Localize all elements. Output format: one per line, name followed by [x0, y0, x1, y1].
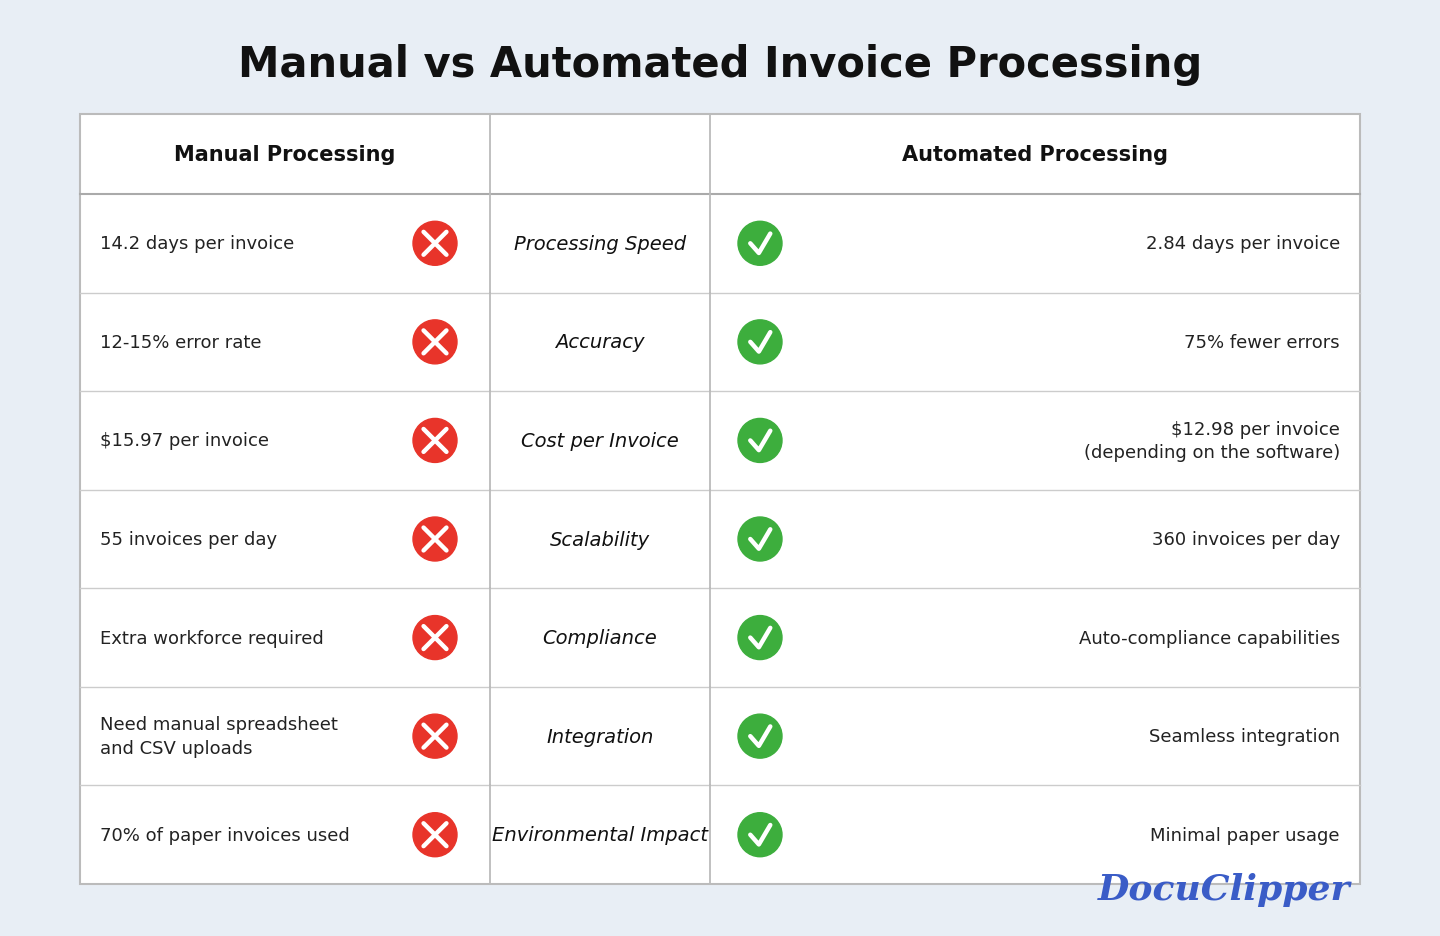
Circle shape — [413, 222, 456, 266]
Circle shape — [737, 320, 782, 364]
Text: Scalability: Scalability — [550, 530, 649, 548]
Circle shape — [737, 714, 782, 758]
Text: 14.2 days per invoice: 14.2 days per invoice — [99, 235, 294, 253]
Circle shape — [737, 518, 782, 562]
Text: Seamless integration: Seamless integration — [1149, 727, 1341, 745]
Text: Automated Processing: Automated Processing — [901, 145, 1168, 165]
Text: 2.84 days per invoice: 2.84 days per invoice — [1146, 235, 1341, 253]
Text: 360 invoices per day: 360 invoices per day — [1152, 531, 1341, 548]
Circle shape — [413, 616, 456, 660]
Text: Cost per Invoice: Cost per Invoice — [521, 431, 678, 450]
Text: Extra workforce required: Extra workforce required — [99, 629, 324, 647]
Circle shape — [413, 714, 456, 758]
Circle shape — [737, 222, 782, 266]
Text: Environmental Impact: Environmental Impact — [492, 826, 708, 844]
Circle shape — [413, 419, 456, 463]
Text: Processing Speed: Processing Speed — [514, 235, 685, 254]
Text: 70% of paper invoices used: 70% of paper invoices used — [99, 826, 350, 844]
Text: Manual Processing: Manual Processing — [174, 145, 396, 165]
Circle shape — [413, 812, 456, 856]
Text: Minimal paper usage: Minimal paper usage — [1151, 826, 1341, 844]
Text: 12-15% error rate: 12-15% error rate — [99, 333, 262, 352]
Text: DocuClipper: DocuClipper — [1097, 872, 1349, 906]
Circle shape — [413, 518, 456, 562]
Text: Auto-compliance capabilities: Auto-compliance capabilities — [1079, 629, 1341, 647]
Circle shape — [737, 419, 782, 463]
Text: Integration: Integration — [546, 727, 654, 746]
Text: Compliance: Compliance — [543, 628, 658, 648]
Text: $12.98 per invoice
(depending on the software): $12.98 per invoice (depending on the sof… — [1084, 420, 1341, 461]
Text: 75% fewer errors: 75% fewer errors — [1184, 333, 1341, 352]
Circle shape — [737, 812, 782, 856]
Text: 55 invoices per day: 55 invoices per day — [99, 531, 276, 548]
Circle shape — [413, 320, 456, 364]
Text: Need manual spreadsheet
and CSV uploads: Need manual spreadsheet and CSV uploads — [99, 716, 338, 757]
Circle shape — [737, 616, 782, 660]
Text: Accuracy: Accuracy — [556, 333, 645, 352]
Text: Manual vs Automated Invoice Processing: Manual vs Automated Invoice Processing — [238, 44, 1202, 86]
Text: $15.97 per invoice: $15.97 per invoice — [99, 432, 269, 450]
FancyBboxPatch shape — [81, 115, 1359, 885]
